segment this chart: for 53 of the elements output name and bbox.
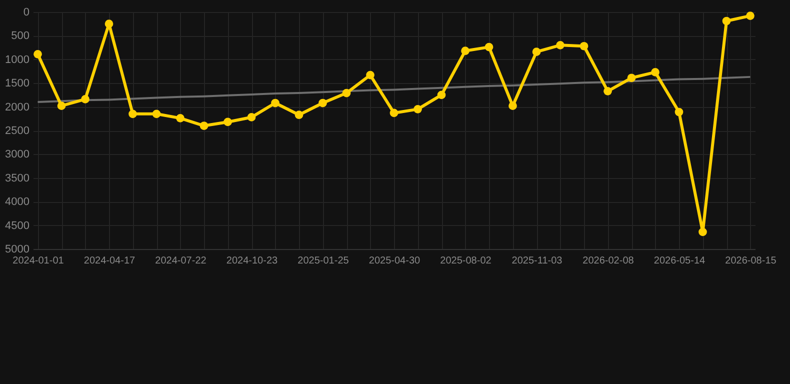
point	[200, 122, 208, 130]
point	[152, 110, 161, 118]
x-tick-label: 2026-08-15	[725, 256, 777, 266]
point	[484, 42, 494, 52]
y-tick-label: 3000	[5, 148, 30, 161]
y-tick-label: 3500	[5, 172, 30, 184]
y-tick-label: 1000	[5, 54, 30, 66]
y-tick-label: 2500	[5, 125, 30, 137]
point	[247, 113, 256, 122]
x-tick-label: 2025-11-03	[512, 256, 563, 266]
x-tick-label: 2024-04-17	[84, 256, 136, 266]
point	[437, 90, 446, 100]
point	[627, 74, 636, 82]
y-tick-label: 2000	[5, 101, 30, 114]
point	[556, 41, 564, 50]
point	[34, 50, 42, 58]
x-tick-label: 2024-01-01	[12, 256, 64, 266]
y-tick-label: 4500	[5, 220, 30, 232]
x-tick-label: 2024-10-23	[226, 256, 278, 266]
point	[722, 16, 731, 26]
point	[104, 20, 114, 28]
y-tick-label: 4000	[5, 196, 30, 208]
x-tick-label: 2025-01-25	[298, 256, 350, 266]
point	[366, 70, 374, 80]
point	[271, 98, 280, 108]
x-tick-label: 2026-05-14	[654, 256, 706, 266]
y-tick-label: 1500	[5, 78, 30, 90]
point	[461, 46, 470, 56]
x-tick-label: 2026-02-08	[582, 256, 634, 266]
point	[674, 108, 684, 116]
point	[604, 86, 612, 96]
point	[342, 88, 351, 98]
y-tick-label: 5000	[5, 244, 30, 256]
point	[390, 108, 398, 118]
point	[176, 114, 184, 122]
point	[224, 118, 232, 126]
point	[532, 48, 541, 56]
point	[698, 228, 707, 236]
y-tick-label: 500	[11, 30, 30, 42]
x-tick-label: 2024-07-22	[155, 256, 207, 266]
point	[57, 102, 66, 110]
point	[294, 110, 304, 120]
x-tick-label: 2025-04-30	[368, 256, 421, 266]
point	[508, 102, 517, 110]
point	[318, 98, 327, 108]
y-tick-label: 0	[23, 6, 30, 18]
point	[81, 95, 90, 104]
x-tick-label: 2025-08-02	[440, 256, 492, 266]
point	[414, 104, 422, 114]
point	[580, 42, 588, 50]
point	[746, 12, 754, 20]
point	[651, 68, 660, 76]
point	[128, 110, 137, 118]
